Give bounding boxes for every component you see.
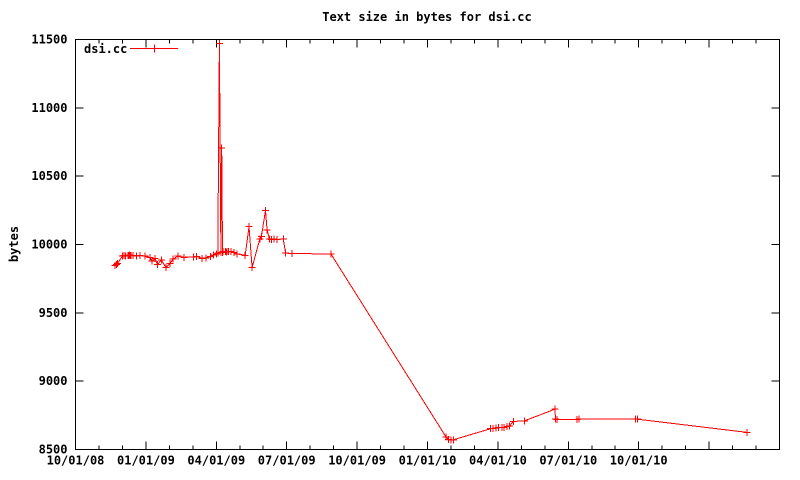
x-tick-label: 07/01/09 — [258, 454, 316, 468]
y-axis-label: bytes — [7, 225, 21, 263]
x-tick-label: 01/01/09 — [117, 454, 175, 468]
legend-label: dsi.cc — [84, 42, 128, 56]
y-tick-label: 10000 — [31, 238, 67, 252]
data-point-markers — [111, 40, 751, 444]
y-tick-label: 9000 — [39, 374, 68, 388]
series-line — [114, 43, 748, 441]
y-tick-label: 11500 — [31, 33, 67, 47]
axis-ticks — [75, 39, 780, 450]
plot-border — [75, 39, 780, 450]
legend-sample-line — [130, 44, 178, 53]
x-tick-label: 10/01/09 — [328, 454, 386, 468]
y-tick-label: 11000 — [31, 101, 67, 115]
x-tick-label: 04/01/10 — [469, 454, 527, 468]
x-tick-label: 04/01/09 — [187, 454, 245, 468]
y-tick-label: 10500 — [31, 169, 67, 183]
y-tick-label: 8500 — [39, 443, 68, 457]
chart-title: Text size in bytes for dsi.cc — [322, 10, 532, 24]
x-tick-label: 10/01/08 — [47, 454, 105, 468]
x-tick-label: 07/01/10 — [539, 454, 597, 468]
y-tick-label: 9500 — [39, 306, 68, 320]
x-tick-label: 10/01/10 — [610, 454, 668, 468]
x-tick-label: 01/01/10 — [399, 454, 457, 468]
